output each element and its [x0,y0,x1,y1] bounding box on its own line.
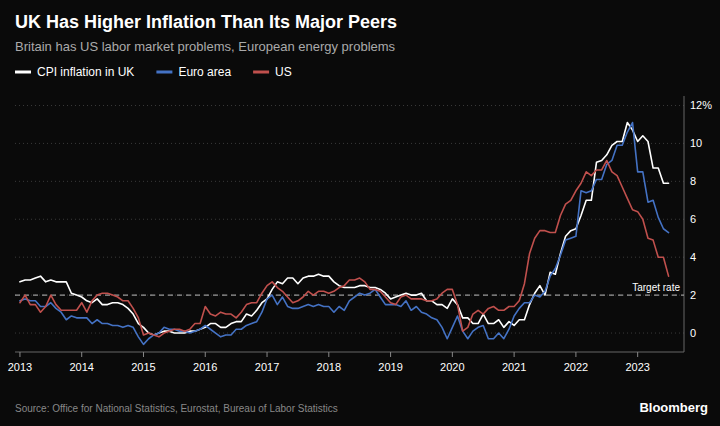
x-tick-label: 2018 [317,361,341,373]
legend-entry: US [275,65,292,79]
x-tick [267,352,268,357]
series-line [20,160,669,336]
series-line [20,123,669,345]
grid-line [15,257,684,258]
x-tick-label: 2021 [502,361,526,373]
x-tick-label: 2023 [625,361,649,373]
series-line [20,123,669,335]
grid-line [15,143,684,144]
x-tick-label: 2020 [440,361,464,373]
legend-swatch [15,71,31,74]
legend-entry: CPI inflation in UK [37,65,134,79]
x-tick [575,352,576,357]
y-tick-label: 4 [690,251,696,263]
legend: CPI inflation in UK Euro area US [15,65,292,79]
background [0,0,720,426]
x-tick [81,352,82,357]
x-tick-label: 2022 [564,361,588,373]
x-tick-label: 2013 [8,361,32,373]
grid [15,105,684,333]
x-tick [514,352,515,357]
legend-swatch [156,71,172,74]
x-tick [452,352,453,357]
legend-swatch [253,71,269,74]
x-tick [205,352,206,357]
y-tick-label: 10 [690,137,702,149]
grid-line [15,333,684,334]
grid-line [15,181,684,182]
legend-entry: Euro area [178,65,231,79]
x-tick-label: 2017 [255,361,279,373]
grid-line [15,219,684,220]
chart: UK Has Higher Inflation Than Its Major P… [0,0,720,426]
annotation: Target rate [632,282,680,293]
y-tick-label: 2 [690,289,696,301]
x-tick [143,352,144,357]
y-tick-label: 12% [690,99,712,111]
source: Source: Office for National Statistics, … [15,403,338,414]
x-tick [390,352,391,357]
y-tick-label: 8 [690,175,696,187]
x-tick-label: 2016 [193,361,217,373]
y-axis-line [684,96,685,352]
y-tick-label: 0 [690,327,696,339]
plot-area [15,123,684,345]
y-tick-label: 6 [690,213,696,225]
x-tick [19,352,20,357]
x-tick-label: 2015 [131,361,155,373]
brand: Bloomberg [639,400,708,415]
x-tick [637,352,638,357]
x-axis-line [15,352,684,353]
x-tick-label: 2019 [378,361,402,373]
title: UK Has Higher Inflation Than Its Major P… [15,12,397,32]
subtitle: Britain has US labor market problems, Eu… [15,39,396,54]
x-tick [328,352,329,357]
grid-line [15,105,684,106]
x-tick-label: 2014 [69,361,93,373]
